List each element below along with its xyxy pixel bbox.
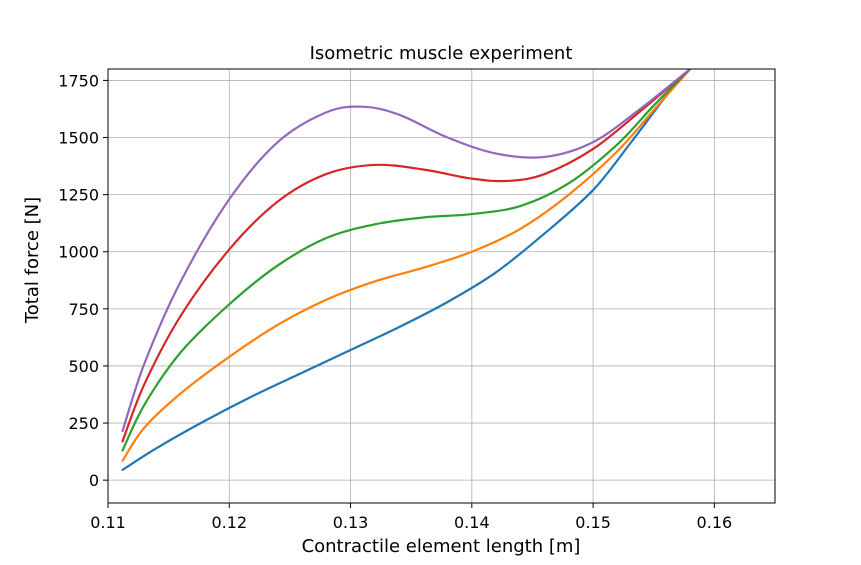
y-tick-label: 1250 (58, 186, 99, 205)
x-tick-label: 0.11 (90, 513, 126, 532)
y-tick-label: 250 (68, 414, 99, 433)
y-tick-label: 500 (68, 357, 99, 376)
x-tick-label: 0.15 (575, 513, 611, 532)
plot-lines (121, 69, 692, 471)
x-axis-label: Contractile element length [m] (302, 536, 581, 557)
x-tick-label: 0.16 (697, 513, 733, 532)
series-line-3 (121, 69, 692, 452)
series-line-1 (121, 69, 692, 471)
series-line-2 (121, 69, 692, 462)
plot-frame (107, 68, 776, 504)
y-tick-label: 1500 (58, 129, 99, 148)
x-tick-label: 0.12 (211, 513, 247, 532)
x-tick-label: 0.14 (454, 513, 490, 532)
x-tick-label: 0.13 (333, 513, 369, 532)
y-axis-label: Total force [N] (22, 197, 43, 324)
y-tick-label: 1750 (58, 71, 99, 90)
series-line-4 (121, 69, 692, 443)
axis-ticks: 0.11 0.12 0.13 0.14 0.15 0.16 0 250 500 750 1000 12… (58, 71, 732, 532)
y-tick-label: 750 (68, 300, 99, 319)
series-line-5 (121, 69, 692, 433)
y-tick-label: 0 (89, 471, 99, 490)
y-tick-label: 1000 (58, 243, 99, 262)
chart-title: Isometric muscle experiment (310, 43, 573, 64)
grid (107, 69, 775, 503)
